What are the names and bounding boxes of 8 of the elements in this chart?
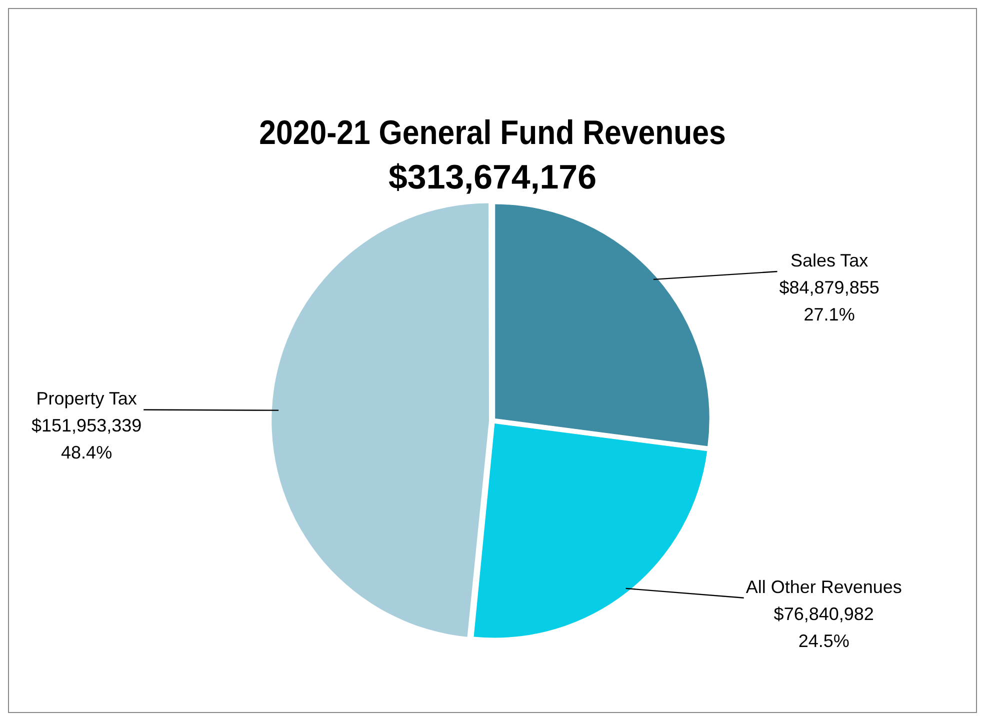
chart-subtitle: $313,674,176 [388,158,596,197]
slice-label: Sales Tax [790,250,868,270]
data-label: $84,879,855 27.1% [779,278,880,324]
slice-label: All Other Revenues [746,576,902,597]
data-label: $151,953,339 48.4% [32,416,142,463]
data-label: $76,840,982 24.5% [774,604,874,651]
slice-label: Property Tax [36,388,137,409]
chart-title: 2020-21 General Fund Revenues [259,113,726,152]
